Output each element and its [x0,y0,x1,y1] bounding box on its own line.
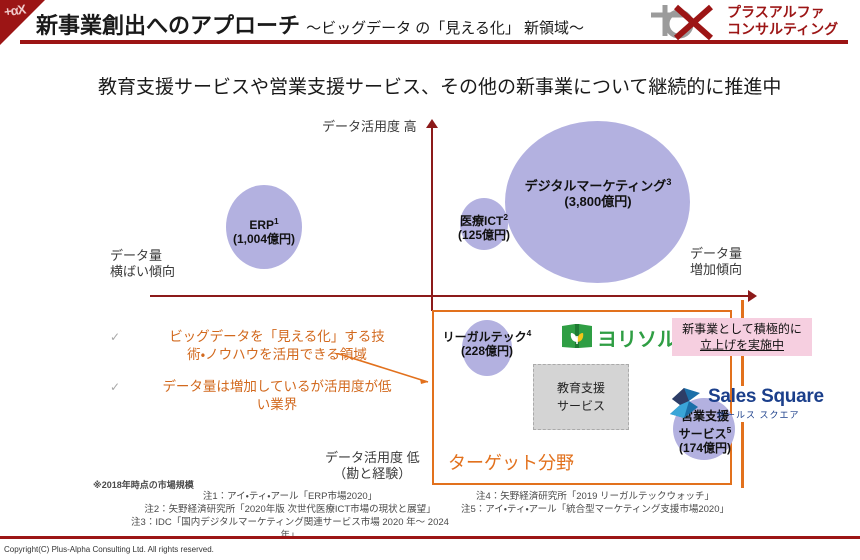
header-divider [20,40,848,44]
target-area-box [432,310,732,485]
axis-label-top: データ活用度 高 [322,119,417,134]
company-logo-text: プラスアルファ コンサルティング [727,4,838,38]
footnotes-right: 注4：矢野経済研究所「2019 リーガルテックウォッチ」 注5：アイ・ティ・アー… [440,490,750,516]
bubble-sup-erp: 1 [274,216,279,226]
target-area-label: ターゲット分野 [448,453,574,473]
callout-stem-lower [741,422,744,488]
bubble-medical-ict [460,198,508,250]
bubble-label-digital-marketing: デジタルマーケティング3 (3,800億円) [516,174,680,210]
bubble-label-legal-tech: リーガルテック4 (228億円) [434,326,540,358]
bullet-item-2: ✓ データ量は増加しているが活用度が低 い業界 [104,378,424,414]
axis-label-right: データ量 増加傾向 [690,246,742,278]
check-icon: ✓ [110,380,121,394]
bullets-to-target-connector-arrow [336,353,429,384]
bubble-legal-tech [462,320,512,376]
plus-alpha-x-icon [651,4,713,41]
footnotes-left: 注1：アイ・ティ・アール「ERP市場2020」 注2：矢野経済研究所「2020年… [130,490,450,542]
callout-line-2: 立上げを実施中 [699,338,784,352]
copyright-text: Copyright(C) Plus-Alpha Consulting Ltd. … [4,545,214,554]
logo-line-1: プラスアルファ [727,4,825,20]
page-title-main: 新事業創出へのアプローチ [36,13,301,38]
axis-label-bottom-line2: （勘と経験） [333,466,412,481]
bubble-value-legal-tech: (228億円) [460,344,513,358]
bubble-name2-sales-support: サービス [678,427,727,441]
axis-label-right-line2: 増加傾向 [690,262,743,277]
axis-label-bottom-line1: データ活用度 低 [325,450,420,465]
bubble-name-legal-tech: リーガルテック [442,330,527,344]
bubble-value-digital-marketing: (3,800億円) [564,194,632,210]
horizontal-axis [150,295,750,297]
header-corner-decoration [0,0,45,45]
callout-stem-upper [741,300,744,319]
logo-line-2: コンサルティング [727,21,839,37]
vertical-axis [431,126,433,311]
callout-stem-middle [741,356,744,386]
company-logo: プラスアルファ コンサルティング [645,2,850,42]
bubble-label-medical-ict: 医療ICT2 (125億円) [440,210,528,242]
edu-box-line-2: サービス [556,399,605,413]
bullet-2-line-2: い業界 [256,397,298,412]
yorisol-book-sprout-icon [562,324,592,348]
check-icon: ✓ [110,330,121,344]
yorisol-logo: ヨリソル [560,320,677,352]
education-support-service-box: 教育支援 サービス [533,364,629,430]
sales-square-logo: Sales Square セールス スクエア [668,386,824,422]
bullet-item-1: ✓ ビッグデータを「見える化」する技 術・ノウハウを活用できる領域 [104,328,424,364]
footnote-5: 注5：アイ・ティ・アール「統合型マーケティング支援市場2020」 [460,504,729,515]
bubble-sup-sales-support: 5 [726,425,732,435]
bubble-name-sales-support: 営業支援 [680,409,729,423]
market-size-note: ※2018年時点の市場規模 [93,480,194,490]
edu-box-line-1: 教育支援 [556,381,605,395]
axis-label-left: データ量 横ばい傾向 [110,248,175,280]
bubble-name-erp: ERP [249,218,274,232]
axis-label-left-line1: データ量 [110,248,163,263]
yorisol-wordmark: ヨリソル [597,329,677,351]
bubble-name-digital-marketing: デジタルマーケティング [524,178,667,194]
callout-line-1: 新事業として積極的に [682,322,802,336]
footnote-4: 注4：矢野経済研究所「2019 リーガルテックウォッチ」 [475,491,715,502]
axis-label-left-line2: 横ばい傾向 [110,264,176,279]
vertical-axis-arrowhead [426,119,438,128]
slide-header: +αX 新事業創出へのアプローチ ～ビッグデータ の「見える化」 新領域～ プラ… [0,0,860,45]
corner-logo-mark: +αX [3,1,27,20]
axis-label-bottom: データ活用度 低 （勘と経験） [325,450,420,482]
axis-label-right-line1: データ量 [690,246,743,261]
new-business-callout: 新事業として積極的に 立上げを実施中 [672,318,812,356]
sales-square-wordmark: Sales Square [708,386,824,407]
bubble-sup-legal-tech: 4 [526,328,532,338]
bubble-value-sales-support: (174億円) [678,441,731,455]
page-title: 新事業創出へのアプローチ ～ビッグデータ の「見える化」 新領域～ [36,8,584,40]
bullet-2-line-1: データ量は増加しているが活用度が低 [162,379,392,394]
footnote-2: 注2：矢野経済研究所「2020年版 次世代医療ICT市場の現状と展望」 [144,504,436,515]
bubble-sup-digital-marketing: 3 [666,177,672,187]
horizontal-axis-arrowhead [748,290,757,302]
bullet-1-line-1: ビッグデータを「見える化」する技 [169,329,385,344]
bubble-erp [226,185,302,269]
sales-square-kana: セールス スクエア [716,410,800,420]
insight-bullet-list: ✓ ビッグデータを「見える化」する技 術・ノウハウを活用できる領域 ✓ データ量… [104,328,424,428]
page-subtitle: ～ビッグデータ の「見える化」 新領域～ [306,20,585,37]
footnote-3: 注3：IDC「国内デジタルマーケティング関連サービス市場 2020 年～ 202… [131,517,449,541]
lead-statement: 教育支援サービスや営業支援サービス、その他の新事業について継続的に推進中 [98,77,782,98]
footnote-1: 注1：アイ・ティ・アール「ERP市場2020」 [202,491,378,502]
bullet-1-line-2: 術・ノウハウを活用できる領域 [187,347,367,362]
bubble-value-medical-ict: (125億円) [457,228,510,242]
bubble-digital-marketing [505,121,690,283]
bubble-value-erp: (1,004億円) [232,232,296,246]
bubble-label-erp: ERP1 (1,004億円) [205,214,323,246]
bubble-label-sales-support: 営業支援 サービス5 (174億円) [653,409,757,455]
footer-divider [0,536,860,539]
sales-square-chevron-icon [670,388,700,418]
bubble-name-medical-ict: 医療ICT [459,214,504,228]
bubble-sup-medical-ict: 2 [503,212,508,222]
